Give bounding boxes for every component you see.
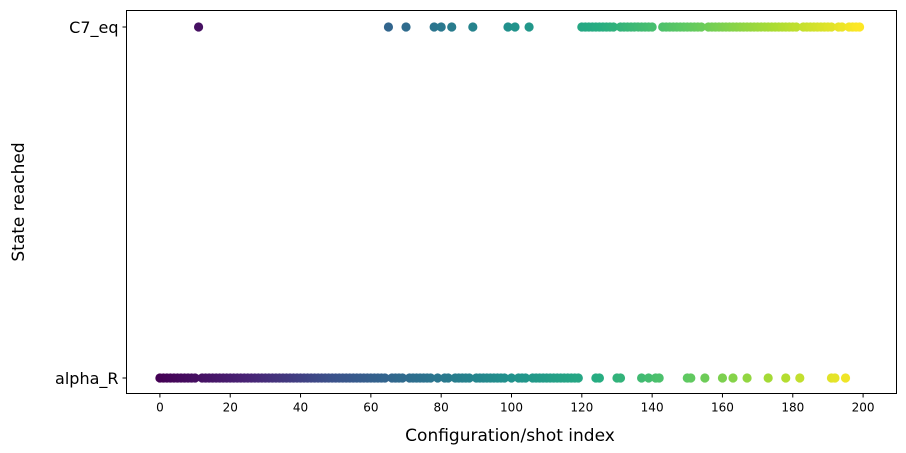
scatter-point — [608, 22, 619, 32]
x-tick-label: 60 — [363, 401, 378, 415]
y-tick-label: C7_eq — [69, 18, 118, 38]
scatter-point — [791, 22, 801, 32]
scatter-point — [468, 22, 478, 32]
scatter-point — [506, 373, 517, 383]
y-axis-label: State reached — [9, 142, 29, 261]
scatter-point — [830, 373, 840, 383]
plot-frame — [126, 10, 897, 394]
scatter-point — [426, 373, 436, 383]
scatter-point — [696, 22, 706, 32]
scatter-point — [594, 373, 604, 383]
scatter-point — [742, 373, 752, 383]
x-tick-label: 0 — [156, 401, 164, 415]
x-tick-label: 180 — [781, 401, 804, 415]
points-layer — [155, 22, 865, 383]
scatter-point — [700, 373, 710, 383]
scatter-point — [524, 22, 534, 32]
scatter-point — [647, 22, 657, 32]
scatter-point — [433, 373, 443, 383]
x-tick-label: 120 — [570, 401, 593, 415]
scatter-point — [654, 373, 664, 383]
scatter-point — [401, 22, 411, 32]
x-tick-label: 140 — [641, 401, 664, 415]
scatter-point — [380, 373, 390, 383]
scatter-point — [447, 22, 457, 32]
scatter-point — [763, 373, 773, 383]
x-axis-label: Configuration/shot index — [405, 426, 615, 446]
scatter-point — [854, 22, 865, 32]
scatter-point — [826, 22, 837, 32]
scatter-point — [436, 22, 446, 32]
scatter-point — [840, 373, 851, 383]
x-tick-label: 40 — [293, 401, 308, 415]
scatter-point — [443, 373, 453, 383]
scatter-point — [615, 373, 626, 383]
scatter-point — [499, 373, 510, 383]
scatter-point — [573, 373, 583, 383]
scatter-point — [503, 22, 513, 32]
x-tick-label: 20 — [223, 401, 238, 415]
scatter-point — [429, 22, 439, 32]
scatter-point — [781, 373, 791, 383]
scatter-point — [193, 22, 204, 32]
y-tick-label: alpha_R — [55, 369, 118, 389]
scatter-point — [520, 373, 531, 383]
scatter-point — [728, 373, 738, 383]
scatter-point — [686, 373, 696, 383]
x-tick-label: 200 — [852, 401, 875, 415]
scatter-point — [397, 373, 408, 383]
x-tick-label: 160 — [711, 401, 734, 415]
scatter-point — [510, 22, 520, 32]
scatter-point — [837, 22, 847, 32]
x-tick-label: 80 — [434, 401, 449, 415]
x-tick-label: 100 — [500, 401, 523, 415]
scatter-point — [636, 373, 647, 383]
scatter-point — [464, 373, 474, 383]
scatter-point — [795, 373, 805, 383]
scatter-point — [644, 373, 654, 383]
scatter-point — [190, 373, 200, 383]
scatter-point — [717, 373, 728, 383]
ticks-layer: 0 20 40 60 80 100 120 140 160 180 200 alpha_R C7_eq — [55, 18, 875, 415]
scatter-point — [383, 22, 394, 32]
